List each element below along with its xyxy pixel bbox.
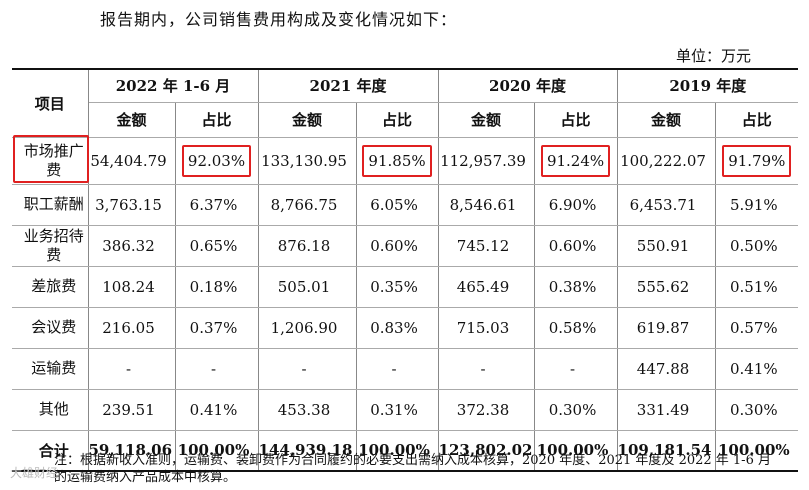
- cell-amount: 6,453.71: [616, 183, 716, 226]
- header-ratio: 占比: [174, 101, 259, 138]
- header-amount: 金额: [437, 101, 535, 138]
- cell-amount: 386.32: [87, 224, 176, 267]
- cell-amount: -: [87, 347, 176, 390]
- cell-amount: -: [257, 347, 357, 390]
- table-row: 职工薪酬 3,763.15 6.37% 8,766.75 6.05% 8,546…: [12, 183, 799, 226]
- cell-ratio: 0.41%: [714, 347, 799, 390]
- total-amount: 109,181.54: [616, 429, 716, 472]
- cell-ratio: 0.18%: [174, 265, 259, 308]
- cell-amount: 447.88: [616, 347, 716, 390]
- cell-amount: 100,222.07: [616, 136, 716, 185]
- cell-ratio: 0.50%: [714, 224, 799, 267]
- watermark: 大雄财经: [10, 466, 59, 480]
- cell-amount: 331.49: [616, 388, 716, 431]
- table-row: 其他 239.51 0.41% 453.38 0.31% 372.38 0.30…: [12, 388, 799, 431]
- footnote: 注：根据新收入准则，运输费、装卸费作为合同履约的必要支出需纳入成本核算，2020…: [54, 453, 771, 485]
- cell-ratio: 0.65%: [174, 224, 259, 267]
- sales-expense-table: 项目 2022 年 1-6 月 2021 年度 2020 年度 2019 年度 …: [12, 68, 799, 472]
- cell-amount: 619.87: [616, 306, 716, 349]
- cell-ratio: -: [174, 347, 259, 390]
- highlighted-ratio: 91.85%: [362, 144, 432, 177]
- cell-ratio: 0.41%: [174, 388, 259, 431]
- cell-amount: 876.18: [257, 224, 357, 267]
- cell-ratio: 0.58%: [533, 306, 618, 349]
- cell-amount: 8,546.61: [437, 183, 535, 226]
- row-item-label: 运输费: [12, 347, 89, 390]
- row-item-label: 职工薪酬: [12, 183, 89, 226]
- total-ratio: 100.00%: [714, 429, 799, 472]
- cell-ratio: 0.51%: [714, 265, 799, 308]
- header-item: 项目: [12, 68, 89, 138]
- cell-amount: 8,766.75: [257, 183, 357, 226]
- cell-amount: 465.49: [437, 265, 535, 308]
- cell-ratio: 5.91%: [714, 183, 799, 226]
- highlighted-ratio: 92.03%: [181, 144, 252, 177]
- cell-amount: 3,763.15: [87, 183, 176, 226]
- cell-amount: 216.05: [87, 306, 176, 349]
- header-ratio: 占比: [714, 101, 799, 138]
- row-item-label: 其他: [12, 388, 89, 431]
- cell-ratio: -: [533, 347, 618, 390]
- total-label: 合计: [12, 429, 89, 472]
- table-row: 会议费 216.05 0.37% 1,206.90 0.83% 715.03 0…: [12, 306, 799, 349]
- highlighted-ratio: 91.24%: [540, 144, 611, 177]
- cell-amount: 745.12: [437, 224, 535, 267]
- cell-ratio: 6.05%: [355, 183, 439, 226]
- cell-ratio: 0.57%: [714, 306, 799, 349]
- header-period-2021: 2021 年度: [257, 68, 439, 103]
- table-row: 差旅费 108.24 0.18% 505.01 0.35% 465.49 0.3…: [12, 265, 799, 308]
- cell-ratio: 0.35%: [355, 265, 439, 308]
- cell-ratio: 6.37%: [174, 183, 259, 226]
- cell-ratio: 0.60%: [533, 224, 618, 267]
- cell-amount: 715.03: [437, 306, 535, 349]
- cell-amount: 133,130.95: [257, 136, 357, 185]
- cell-ratio: 0.30%: [714, 388, 799, 431]
- cell-amount: 453.38: [257, 388, 357, 431]
- header-amount: 金额: [616, 101, 716, 138]
- highlight-box-market-promotion: [13, 135, 89, 183]
- cell-amount: 239.51: [87, 388, 176, 431]
- total-ratio: 100.00%: [174, 429, 259, 472]
- cell-amount: 112,957.39: [437, 136, 535, 185]
- unit-label: 单位：万元: [675, 47, 751, 65]
- header-ratio: 占比: [355, 101, 439, 138]
- cell-ratio: 6.90%: [533, 183, 618, 226]
- table-row: 市场推广费 54,404.79 92.03% 133,130.95 91.85%…: [12, 136, 799, 185]
- header-amount: 金额: [257, 101, 357, 138]
- header-period-2020: 2020 年度: [437, 68, 618, 103]
- cell-amount: 505.01: [257, 265, 357, 308]
- row-item-label: 差旅费: [12, 265, 89, 308]
- header-period-2019: 2019 年度: [616, 68, 799, 103]
- cell-ratio: 0.38%: [533, 265, 618, 308]
- total-ratio: 100.00%: [533, 429, 618, 472]
- cell-amount: 108.24: [87, 265, 176, 308]
- header-period-2022h1: 2022 年 1-6 月: [87, 68, 259, 103]
- cell-ratio: 0.83%: [355, 306, 439, 349]
- highlighted-ratio: 91.79%: [722, 144, 792, 177]
- total-amount: 144,939.18: [257, 429, 357, 472]
- total-row: 合计 59,118.06 100.00% 144,939.18 100.00% …: [12, 429, 799, 472]
- row-item-label: 会议费: [12, 306, 89, 349]
- cell-amount: 555.62: [616, 265, 716, 308]
- total-ratio: 100.00%: [355, 429, 439, 472]
- cell-ratio: 0.60%: [355, 224, 439, 267]
- cell-ratio: 0.31%: [355, 388, 439, 431]
- cell-amount: 372.38: [437, 388, 535, 431]
- header-ratio: 占比: [533, 101, 618, 138]
- cell-ratio: 0.30%: [533, 388, 618, 431]
- cell-amount: 550.91: [616, 224, 716, 267]
- cell-ratio: 0.37%: [174, 306, 259, 349]
- header-amount: 金额: [88, 101, 176, 138]
- cell-ratio: -: [355, 347, 439, 390]
- table-row: 运输费 - - - - - - 447.88 0.41%: [12, 347, 799, 390]
- cell-amount: 1,206.90: [257, 306, 357, 349]
- table-row: 业务招待费 386.32 0.65% 876.18 0.60% 745.12 0…: [12, 224, 799, 267]
- row-item-label: 业务招待费: [12, 224, 89, 267]
- cell-amount: -: [437, 347, 535, 390]
- row-item-label: 市场推广费: [12, 136, 89, 185]
- total-amount: 123,802.02: [437, 429, 535, 472]
- cell-amount: 54,404.79: [87, 136, 176, 185]
- intro-text: 报告期内，公司销售费用构成及变化情况如下：: [100, 10, 458, 29]
